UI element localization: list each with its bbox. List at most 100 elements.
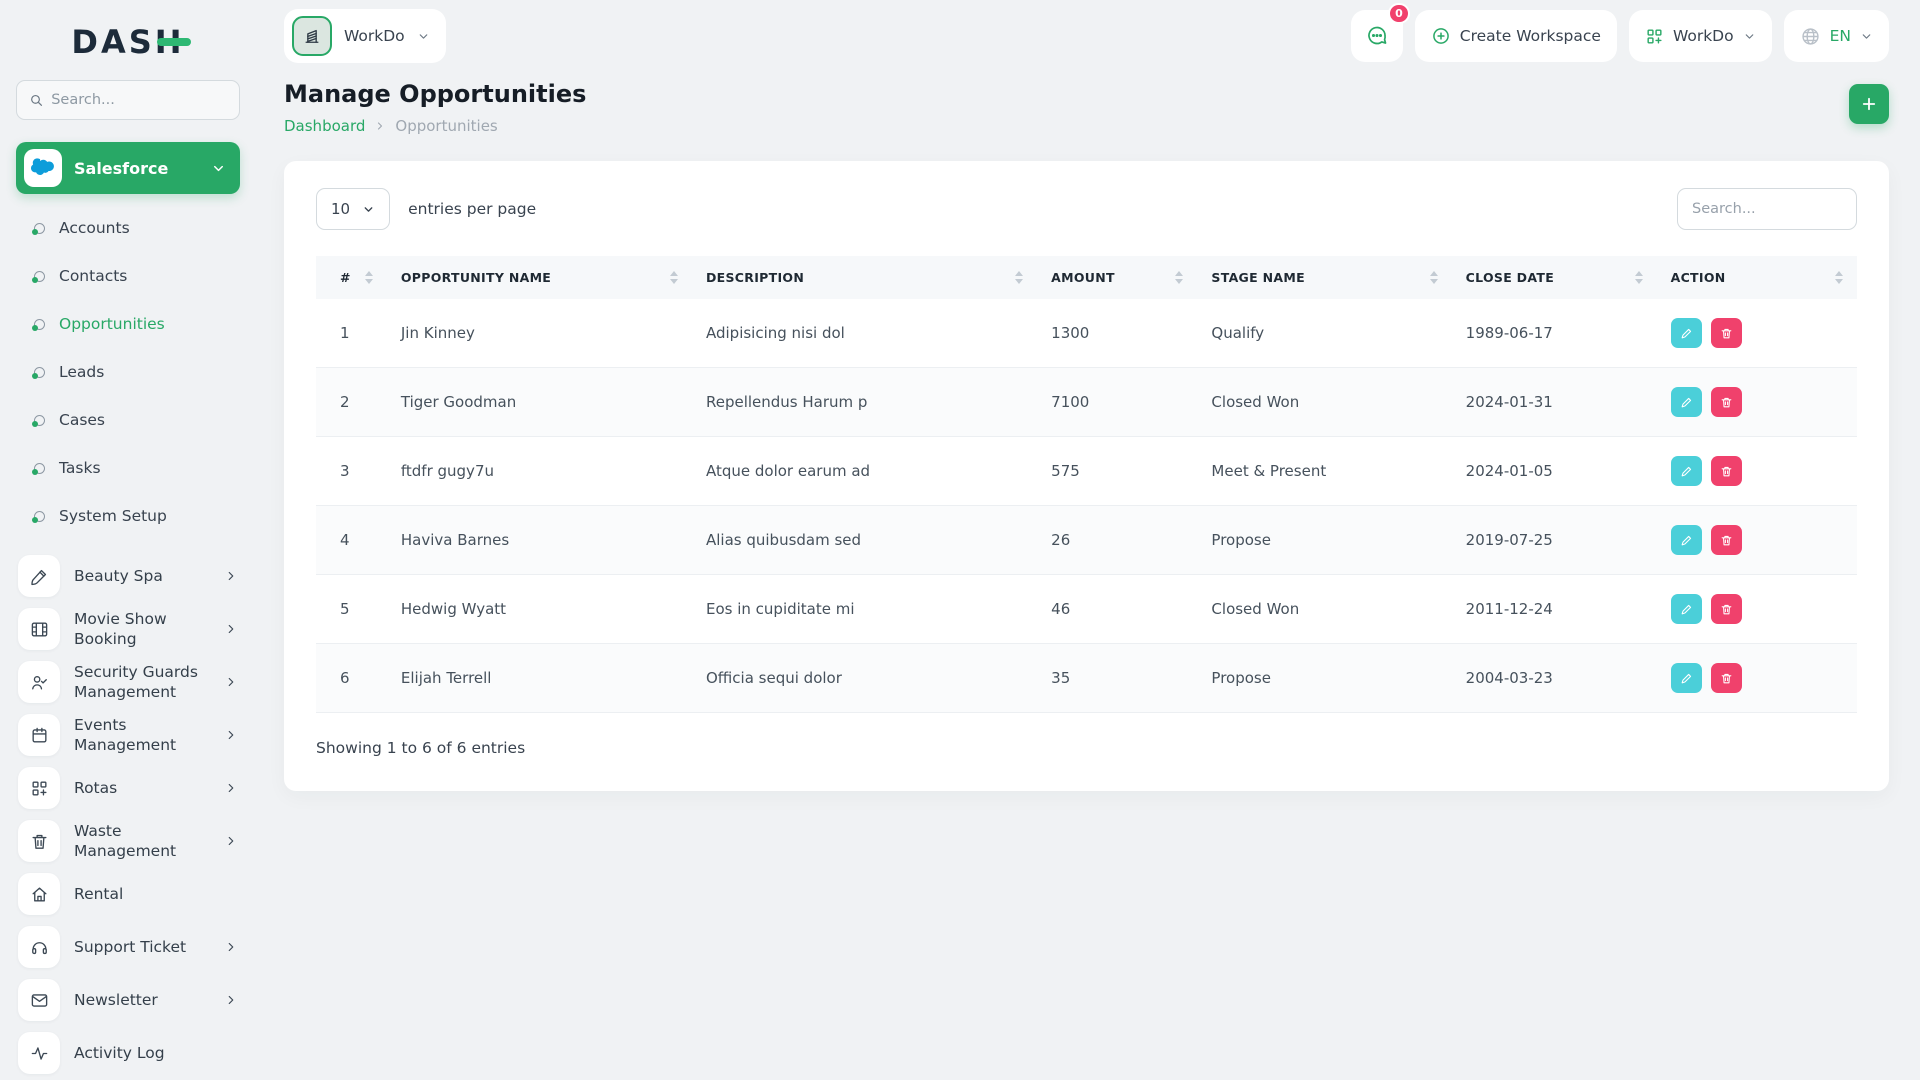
column-header-action[interactable]: ACTION (1656, 256, 1857, 299)
table-row: 4 Haviva Barnes Alias quibusdam sed 26 P… (316, 505, 1857, 575)
plus-icon (1862, 97, 1876, 111)
delete-button[interactable] (1710, 525, 1742, 555)
delete-button[interactable] (1710, 387, 1742, 417)
menu-label: Activity Log (74, 1043, 165, 1062)
sidebar-item-accounts[interactable]: Accounts (16, 204, 240, 252)
table-row: 1 Jin Kinney Adipisicing nisi dol 1300 Q… (316, 299, 1857, 368)
edit-button[interactable] (1670, 456, 1702, 486)
sidebar-item-beauty-spa[interactable]: Beauty Spa (16, 553, 240, 599)
page-size-value: 10 (331, 200, 351, 218)
language-label: EN (1829, 27, 1851, 45)
bullet-icon (32, 510, 45, 523)
add-opportunity-button[interactable] (1849, 84, 1889, 124)
menu-label: Beauty Spa (74, 566, 163, 585)
app-logo[interactable]: DASH (16, 18, 240, 66)
column-header-amount[interactable]: AMOUNT (1037, 256, 1198, 299)
sidebar-item-activity-log[interactable]: Activity Log (16, 1030, 240, 1076)
cell-index: 2 (316, 367, 387, 437)
edit-button[interactable] (1670, 663, 1702, 693)
sidebar-item-events-management[interactable]: Events Management (16, 712, 240, 758)
column-header-stage-name[interactable]: STAGE NAME (1197, 256, 1452, 299)
edit-button[interactable] (1670, 318, 1702, 348)
sort-icon (1429, 271, 1438, 284)
building-icon (292, 16, 332, 56)
cell-close-date: 1989-06-17 (1451, 299, 1657, 368)
menu-label: Newsletter (74, 990, 158, 1009)
sidebar-item-support-ticket[interactable]: Support Ticket (16, 924, 240, 970)
chevron-right-icon (378, 122, 383, 130)
chevron-right-icon (224, 834, 238, 848)
sidebar-item-security-guards-management[interactable]: Security Guards Management (16, 659, 240, 705)
submenu-label: Opportunities (59, 315, 165, 333)
breadcrumb-current: Opportunities (395, 117, 498, 135)
create-workspace-button[interactable]: Create Workspace (1414, 10, 1617, 62)
column-header-opportunity-name[interactable]: OPPORTUNITY NAME (386, 256, 692, 299)
delete-button[interactable] (1710, 456, 1742, 486)
edit-button[interactable] (1670, 387, 1702, 417)
table-search-input[interactable] (1677, 188, 1857, 230)
sidebar-search[interactable] (16, 80, 240, 120)
sort-icon (1835, 271, 1843, 284)
paintbrush-icon (18, 555, 60, 597)
sidebar-item-waste-management[interactable]: Waste Management (16, 818, 240, 864)
delete-button[interactable] (1710, 663, 1742, 693)
sidebar-item-rental[interactable]: Rental (16, 871, 240, 917)
table-row: 3 ftdfr gugy7u Atque dolor earum ad 575 … (316, 436, 1857, 506)
column-header-index[interactable]: # (316, 256, 387, 299)
apps-menu-button[interactable]: WorkDo (1628, 10, 1772, 62)
delete-button[interactable] (1710, 318, 1742, 348)
chevron-right-icon (224, 781, 238, 795)
sidebar-item-contacts[interactable]: Contacts (16, 252, 240, 300)
chevron-right-icon (224, 940, 238, 954)
cell-index: 5 (316, 574, 387, 644)
cell-opportunity-name: Haviva Barnes (386, 505, 692, 575)
chevron-right-icon (224, 622, 238, 636)
delete-button[interactable] (1710, 594, 1742, 624)
sidebar-item-newsletter[interactable]: Newsletter (16, 977, 240, 1023)
submenu-label: Cases (59, 411, 106, 429)
column-header-description[interactable]: DESCRIPTION (691, 256, 1038, 299)
language-selector[interactable]: EN (1783, 10, 1889, 62)
create-workspace-label: Create Workspace (1459, 27, 1601, 45)
sidebar-item-tasks[interactable]: Tasks (16, 444, 240, 492)
workspace-label: WorkDo (344, 27, 405, 45)
sidebar-search-input[interactable] (51, 92, 227, 108)
pencil-icon (1681, 466, 1691, 476)
main-content: WorkDo 0 Create Workspace WorkDo EN (256, 0, 1920, 791)
breadcrumb-dashboard-link[interactable]: Dashboard (284, 117, 366, 135)
edit-button[interactable] (1670, 594, 1702, 624)
cell-description: Adipisicing nisi dol (691, 299, 1038, 368)
sidebar-item-opportunities[interactable]: Opportunities (16, 300, 240, 348)
sidebar-item-system-setup[interactable]: System Setup (16, 492, 240, 540)
trash-icon (18, 820, 60, 862)
submenu-label: Tasks (59, 459, 101, 477)
workspace-selector[interactable]: WorkDo (284, 9, 446, 63)
sidebar-item-cases[interactable]: Cases (16, 396, 240, 444)
page-size-select[interactable]: 10 (316, 188, 391, 230)
messages-button[interactable]: 0 (1350, 3, 1410, 62)
user-check-icon (18, 661, 60, 703)
menu-label: Support Ticket (74, 937, 187, 956)
sidebar-item-leads[interactable]: Leads (16, 348, 240, 396)
globe-icon (1801, 27, 1819, 45)
cell-opportunity-name: ftdfr gugy7u (386, 436, 692, 506)
chevron-down-icon (1862, 33, 1871, 39)
trash-icon (1721, 466, 1731, 476)
menu-label: Events Management (74, 715, 177, 754)
sidebar-item-rotas[interactable]: Rotas (16, 765, 240, 811)
cell-index: 4 (316, 505, 387, 575)
cell-description: Atque dolor earum ad (691, 436, 1038, 506)
cell-index: 1 (316, 299, 387, 368)
menu-label: Security Guards Management (74, 662, 198, 701)
sidebar-item-movie-show-booking[interactable]: Movie Show Booking (16, 606, 240, 652)
edit-button[interactable] (1670, 525, 1702, 555)
chevron-down-icon (364, 206, 373, 212)
menu-label: Rotas (74, 778, 118, 797)
sidebar-group-salesforce[interactable]: Salesforce (16, 142, 240, 194)
cell-close-date: 2019-07-25 (1451, 505, 1657, 575)
cell-close-date: 2024-01-05 (1451, 436, 1657, 506)
trash-icon (1721, 673, 1731, 683)
cell-amount: 46 (1037, 574, 1198, 644)
cell-description: Eos in cupiditate mi (691, 574, 1038, 644)
column-header-close-date[interactable]: CLOSE DATE (1451, 256, 1657, 299)
